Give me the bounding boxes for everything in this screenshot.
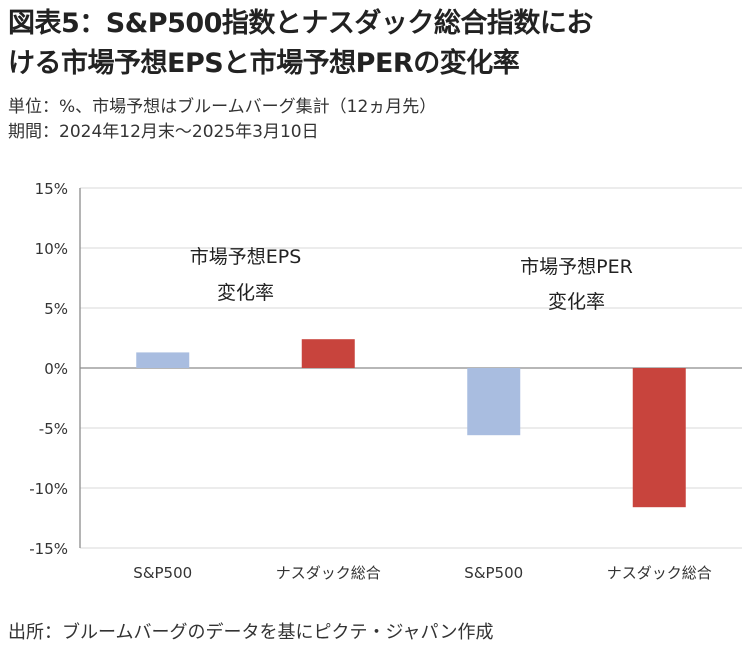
unit-note: 単位：%、市場予想はブルームバーグ集計（12ヵ月先） [8,97,437,117]
group-label-line2: 変化率 [548,291,605,313]
group-label-line1: 市場予想EPS [190,246,302,268]
x-tick-label: S&P500 [133,564,192,582]
bar [467,368,521,436]
group-label-line2: 変化率 [217,282,274,304]
title-line-2: ける市場予想EPSと市場予想PERの変化率 [8,48,520,79]
y-tick-label: 10% [35,240,68,258]
chart-title: 図表5：S&P500指数とナスダック総合指数にお ける市場予想EPSと市場予想P… [8,4,734,84]
x-tick-label: ナスダック総合 [276,564,381,582]
y-tick-label: -15% [29,540,68,558]
y-tick-label: -5% [39,420,68,438]
bar [136,352,190,368]
y-tick-label: 15% [35,180,68,198]
title-line-1: 図表5：S&P500指数とナスダック総合指数にお [8,8,593,39]
group-label-line1: 市場予想PER [520,256,633,278]
x-tick-label: ナスダック総合 [607,564,712,582]
bar [301,339,355,368]
x-tick-label: S&P500 [464,564,523,582]
y-tick-label: -10% [29,480,68,498]
source-note: 出所：ブルームバーグのデータを基にピクテ・ジャパン作成 [8,622,494,643]
bar-chart: 15% 10% 5% 0% -5% -10% -15% S&P500 ナスダック総合 S&P500… [29,180,742,582]
period-note: 期間：2024年12月末～2025年3月10日 [8,122,319,142]
y-tick-label: 5% [44,300,68,318]
bar [632,368,686,508]
y-tick-label: 0% [44,360,68,378]
